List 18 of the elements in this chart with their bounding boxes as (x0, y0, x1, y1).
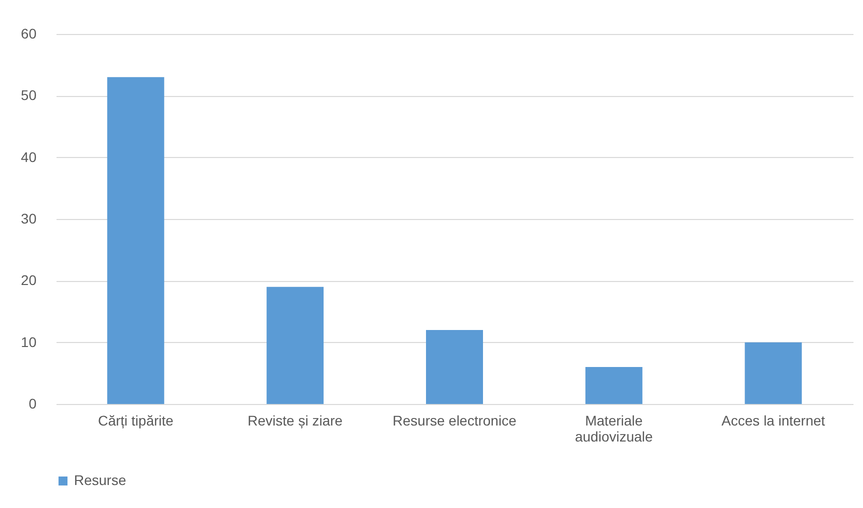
x-tick-label: Cărți tipărite (98, 412, 174, 428)
bar (744, 342, 802, 404)
x-tick-label: Materiale audiovizuale (574, 412, 654, 444)
x-tick-label: Resurse electronice (392, 412, 517, 428)
y-tick-label: 10 (20, 334, 37, 350)
x-tick-label: Reviste și ziare (248, 412, 343, 428)
y-tick-label: 60 (20, 26, 37, 42)
x-tick-label: Acces la internet (722, 412, 826, 428)
y-tick-label: 50 (20, 87, 37, 104)
y-tick-label: 20 (20, 272, 37, 288)
bar (585, 367, 642, 404)
y-tick-label: 30 (20, 210, 37, 226)
y-tick-label: 0 (28, 396, 37, 412)
bar (266, 286, 324, 404)
bar (426, 330, 483, 404)
bar (107, 77, 164, 404)
legend-label: Resurse (74, 472, 126, 488)
y-tick-label: 40 (20, 148, 37, 165)
